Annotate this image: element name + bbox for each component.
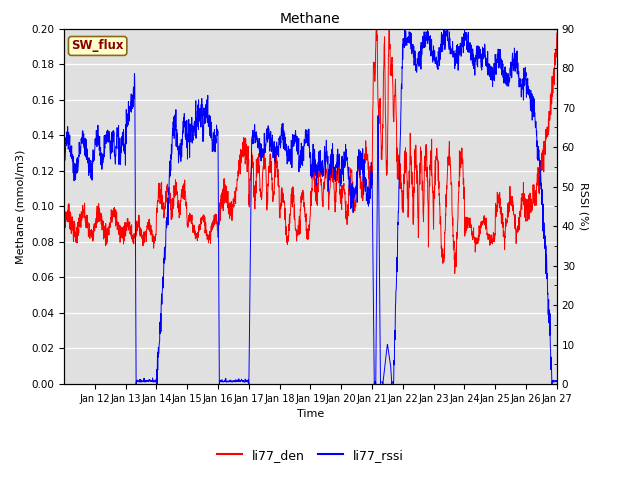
X-axis label: Time: Time	[297, 409, 324, 419]
Y-axis label: Methane (mmol/m3): Methane (mmol/m3)	[15, 149, 26, 264]
Text: SW_flux: SW_flux	[72, 39, 124, 52]
Y-axis label: RSSI (%): RSSI (%)	[579, 182, 589, 230]
Legend: li77_den, li77_rssi: li77_den, li77_rssi	[212, 444, 408, 467]
Title: Methane: Methane	[280, 12, 340, 26]
